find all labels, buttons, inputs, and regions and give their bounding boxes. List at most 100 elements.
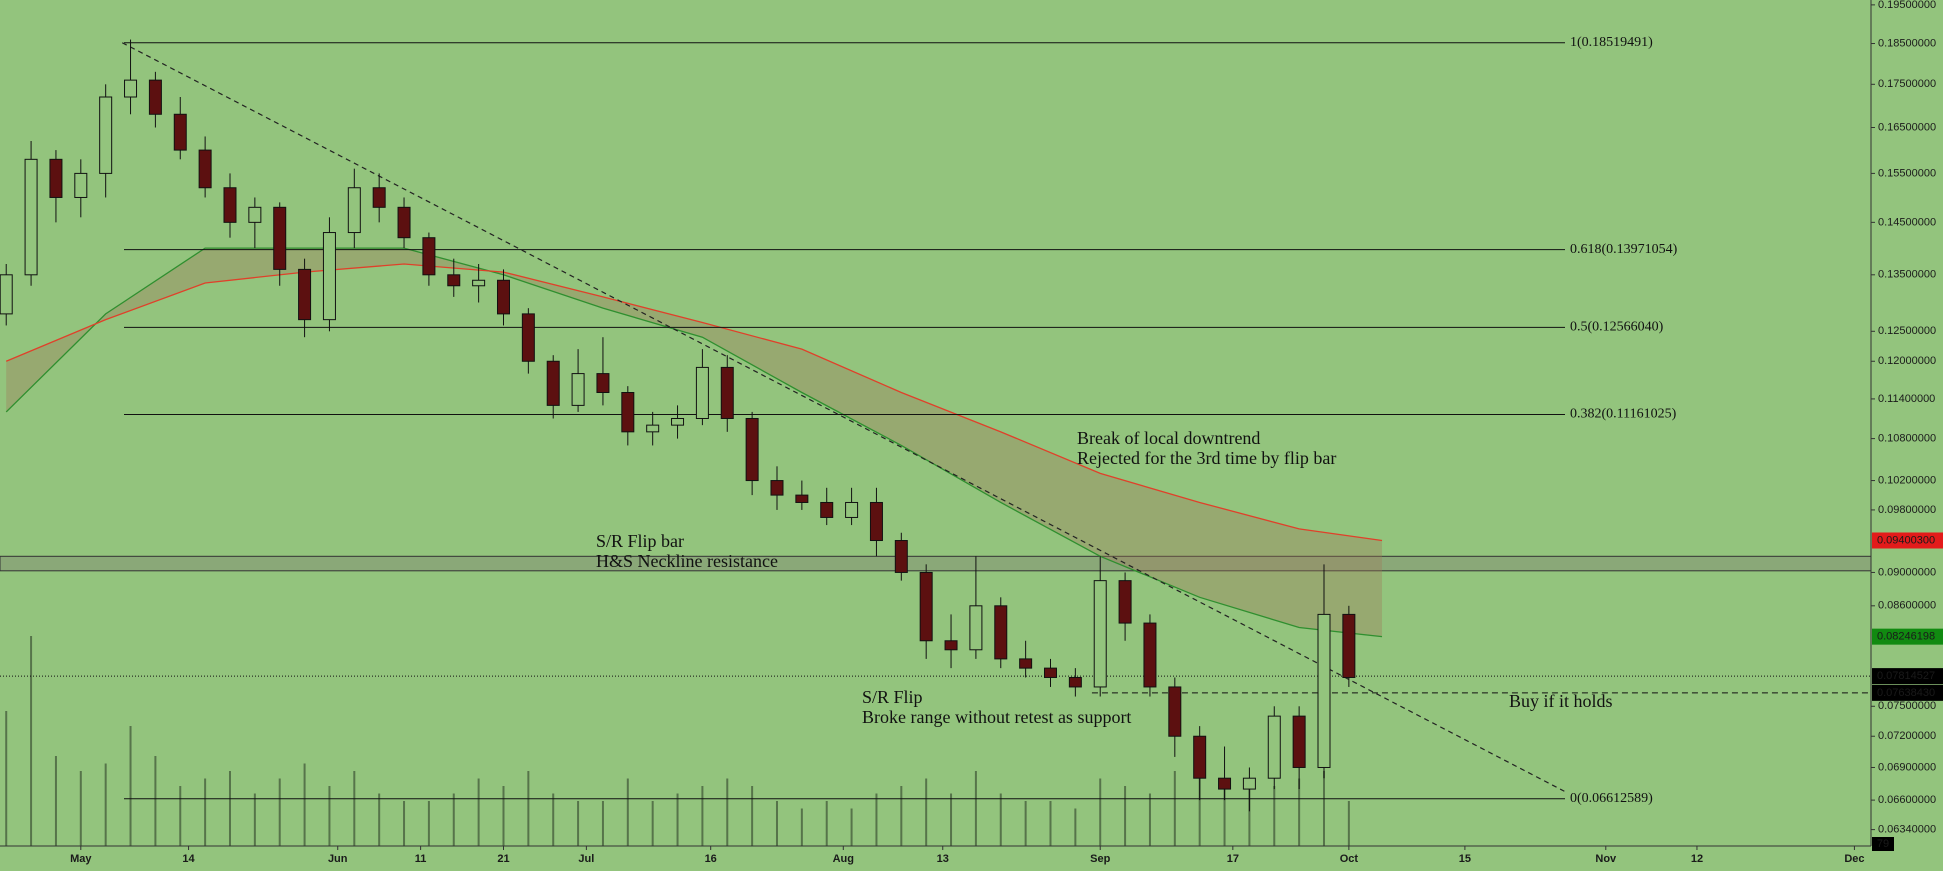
candle-body — [944, 640, 958, 651]
moving-average — [5, 263, 1383, 542]
volume-bar — [1347, 801, 1350, 846]
candle-body — [1143, 622, 1157, 688]
volume-bar — [378, 793, 381, 846]
annotation: Buy if it holds — [1509, 691, 1613, 711]
candle-body — [571, 373, 585, 406]
y-tick-label: 0.15500000 — [1878, 167, 1936, 179]
volume-bar — [974, 771, 977, 846]
candle-body — [124, 79, 138, 98]
candle-body — [646, 424, 660, 433]
candle-body — [1218, 777, 1232, 790]
fib-label: 0.618(0.13971054) — [1570, 242, 1678, 257]
candle-body — [372, 187, 386, 208]
annotation: Rejected for the 3rd time by flip bar — [1077, 448, 1336, 468]
volume-bar — [925, 778, 928, 846]
y-tick-label: 0.10200000 — [1878, 474, 1936, 486]
annotation: H&S Neckline resistance — [596, 551, 778, 571]
volume-bar — [1074, 808, 1077, 846]
ma-cloud — [6, 248, 1383, 637]
x-tick-label: 16 — [705, 853, 717, 865]
x-tick-label: 11 — [415, 853, 427, 865]
candle-body — [1093, 580, 1107, 688]
x-tick-label: Aug — [833, 853, 854, 865]
volume-bar — [228, 771, 231, 846]
candle-body — [1118, 580, 1132, 624]
y-tick-label: 0.14500000 — [1878, 216, 1936, 228]
price-badge-label: 0.07814527 — [1877, 670, 1935, 682]
candle-body — [148, 79, 162, 115]
volume-bar — [751, 786, 754, 846]
candle-body — [745, 417, 759, 482]
volume-bar — [1099, 778, 1102, 846]
candle-body — [1068, 676, 1082, 688]
volume-bar — [651, 801, 654, 846]
candle-body — [198, 149, 212, 189]
y-tick-label: 0.10800000 — [1878, 433, 1936, 445]
volume-bar — [477, 778, 480, 846]
volume-bar — [527, 771, 530, 846]
candle-body — [894, 540, 908, 573]
volume-bar — [303, 763, 306, 846]
moving-average — [5, 247, 1383, 638]
x-tick-label: May — [70, 853, 92, 865]
volume-bar — [1248, 778, 1251, 846]
candle-body — [322, 232, 336, 321]
volume-bar — [104, 763, 107, 846]
candle-body — [347, 187, 361, 234]
y-tick-label: 0.09800000 — [1878, 504, 1936, 516]
candle-body — [695, 366, 709, 419]
candle-body — [521, 313, 535, 362]
candle-body — [596, 373, 610, 394]
volume-bar — [79, 771, 82, 846]
candle-body — [621, 392, 635, 433]
volume-bar — [875, 793, 878, 846]
price-badge-label: 0.07638430 — [1877, 687, 1935, 699]
candle-body — [472, 279, 486, 287]
candle-body — [1193, 735, 1207, 779]
candle-body — [496, 279, 510, 315]
candle-body — [223, 187, 237, 223]
candle-body — [845, 501, 859, 518]
candle-body — [1292, 715, 1306, 768]
y-tick-label: 0.16500000 — [1878, 121, 1936, 133]
candle-body — [1043, 667, 1057, 678]
x-tick-label: 14 — [182, 853, 195, 865]
price-badge — [1872, 668, 1943, 685]
y-tick-label: 0.18500000 — [1878, 37, 1936, 49]
fib-label: 0.382(0.11161025) — [1570, 407, 1677, 422]
y-tick-label: 0.17500000 — [1878, 78, 1936, 90]
volume-bar — [1273, 786, 1276, 846]
annotation: Break of local downtrend — [1077, 428, 1260, 448]
candle-body — [869, 501, 883, 542]
y-tick-label: 0.12500000 — [1878, 325, 1936, 337]
volume-bar — [278, 778, 281, 846]
volume-bar — [850, 808, 853, 846]
candle-body — [1342, 613, 1356, 678]
candle-body — [273, 206, 287, 270]
y-tick-label: 0.11400000 — [1878, 393, 1935, 405]
price-badge-label: 0.08246198 — [1877, 631, 1935, 643]
volume-bar — [54, 756, 57, 846]
candle-body — [820, 501, 834, 518]
volume-bar — [999, 793, 1002, 846]
candle-body — [1242, 777, 1256, 790]
y-tick-label: 0.07200000 — [1878, 730, 1936, 742]
volume-bar — [502, 786, 505, 846]
candle-body — [770, 480, 784, 496]
fib-label: 1(0.18519491) — [1570, 35, 1653, 50]
volume-bar — [253, 793, 256, 846]
price-badge — [1872, 684, 1943, 701]
candle-body — [49, 158, 63, 198]
volume-badge — [1872, 837, 1894, 851]
volume-bar — [950, 793, 953, 846]
volume-bar — [1198, 778, 1201, 846]
volume-bar — [676, 793, 679, 846]
candle-body — [969, 605, 983, 651]
candle-body — [99, 96, 113, 174]
candle-body — [1168, 686, 1182, 737]
volume-badge-label: 79 — [1877, 838, 1889, 850]
y-tick-label: 0.06340000 — [1878, 824, 1936, 836]
y-tick-label: 0.19500000 — [1878, 0, 1936, 11]
candle-body — [546, 360, 560, 406]
volume-bar — [1024, 801, 1027, 846]
